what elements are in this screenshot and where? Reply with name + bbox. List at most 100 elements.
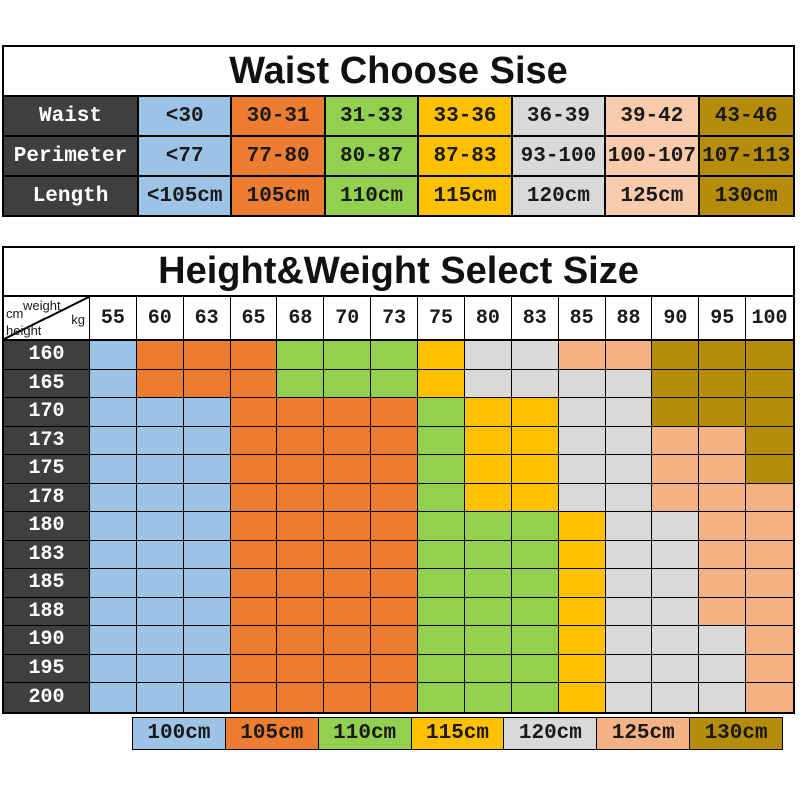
size-color-cell (558, 683, 606, 712)
size-color-cell (277, 683, 325, 712)
size-color-cell (136, 626, 184, 655)
size-color-cell (464, 369, 512, 398)
size-color-cell (652, 369, 700, 398)
waist-value-cell: 93-100 (512, 137, 607, 175)
waist-value-cell: 115cm (419, 177, 513, 215)
grid-row: 180 (4, 512, 793, 541)
size-color-cell (699, 683, 747, 712)
size-color-cell (605, 341, 653, 370)
size-color-cell (511, 654, 559, 683)
height-row-header: 195 (4, 654, 90, 683)
size-color-cell (558, 512, 606, 541)
waist-value-cell: 105cm (232, 177, 326, 215)
size-color-cell (324, 426, 372, 455)
size-color-cell (746, 540, 793, 569)
size-color-cell (699, 654, 747, 683)
size-color-cell (418, 512, 465, 541)
size-color-cell (324, 369, 372, 398)
size-color-cell (652, 683, 700, 712)
size-color-cell (464, 483, 512, 512)
waist-value-cell: 100-107 (606, 137, 700, 175)
size-color-cell (511, 626, 559, 655)
weight-column-header: 70 (324, 297, 372, 339)
waist-value-cell: 77-80 (232, 137, 326, 175)
height-axis-label: height (6, 323, 42, 338)
size-color-cell (371, 540, 419, 569)
size-color-cell (136, 341, 184, 370)
size-color-cell (464, 683, 512, 712)
size-color-cell (90, 369, 137, 398)
size-color-cell (136, 455, 184, 484)
size-color-cell (746, 654, 793, 683)
weight-column-header: 100 (746, 297, 793, 339)
waist-value-cell: <105cm (139, 177, 233, 215)
height-row-header: 188 (4, 597, 90, 626)
size-color-cell (746, 683, 793, 712)
size-color-cell (324, 512, 372, 541)
size-color-cell (699, 483, 747, 512)
size-color-cell (90, 683, 137, 712)
size-color-cell (230, 369, 278, 398)
size-color-cell (90, 512, 137, 541)
size-color-cell (605, 455, 653, 484)
size-color-cell (558, 626, 606, 655)
waist-value-cell: 43-46 (699, 97, 793, 135)
size-color-cell (418, 398, 465, 427)
grid-row: 178 (4, 483, 793, 512)
size-color-cell (371, 483, 419, 512)
grid-row: 195 (4, 654, 793, 683)
size-color-cell (324, 483, 372, 512)
size-color-cell (699, 512, 747, 541)
size-color-cell (605, 683, 653, 712)
weight-column-header: 75 (418, 297, 465, 339)
size-color-cell (464, 654, 512, 683)
size-color-cell (136, 426, 184, 455)
size-color-cell (558, 569, 606, 598)
size-color-cell (511, 341, 559, 370)
size-color-cell (699, 398, 747, 427)
legend-item: 115cm (410, 717, 505, 750)
waist-value-cell: 31-33 (325, 97, 420, 135)
size-color-cell (183, 540, 231, 569)
size-color-cell (699, 540, 747, 569)
waist-value-cell: 36-39 (512, 97, 607, 135)
size-color-cell (277, 597, 325, 626)
waist-table-row: Length <105cm 105cm 110cm 115cm 120cm 125cm 130… (4, 177, 793, 215)
waist-value-cell: 120cm (512, 177, 607, 215)
size-color-cell (605, 540, 653, 569)
waist-value-cell: 39-42 (606, 97, 700, 135)
size-color-cell (371, 512, 419, 541)
height-row-header: 200 (4, 683, 90, 712)
weight-column-header: 65 (230, 297, 278, 339)
size-color-cell (183, 455, 231, 484)
size-color-cell (652, 398, 700, 427)
size-color-cell (558, 540, 606, 569)
waist-value-cell: 110cm (325, 177, 420, 215)
size-color-cell (418, 455, 465, 484)
size-color-cell (136, 597, 184, 626)
size-color-cell (371, 398, 419, 427)
grid-row: 165 (4, 369, 793, 398)
height-row-header: 190 (4, 626, 90, 655)
size-color-cell (746, 426, 793, 455)
size-color-cell (746, 369, 793, 398)
size-color-cell (230, 569, 278, 598)
size-color-cell (418, 341, 465, 370)
size-color-cell (699, 369, 747, 398)
size-color-cell (277, 483, 325, 512)
size-color-cell (605, 626, 653, 655)
size-color-cell (136, 683, 184, 712)
size-color-cell (230, 683, 278, 712)
size-color-cell (511, 369, 559, 398)
size-color-cell (277, 569, 325, 598)
size-color-cell (511, 483, 559, 512)
waist-table-row: Perimeter <77 77-80 80-87 87-83 93-100 100-107… (4, 137, 793, 177)
size-color-cell (371, 341, 419, 370)
size-color-cell (746, 626, 793, 655)
size-color-cell (324, 540, 372, 569)
weight-axis-label: weight (23, 298, 61, 313)
height-row-header: 170 (4, 398, 90, 427)
waist-value-cell: <30 (139, 97, 233, 135)
height-row-header: 185 (4, 569, 90, 598)
legend-item: 120cm (503, 717, 598, 750)
